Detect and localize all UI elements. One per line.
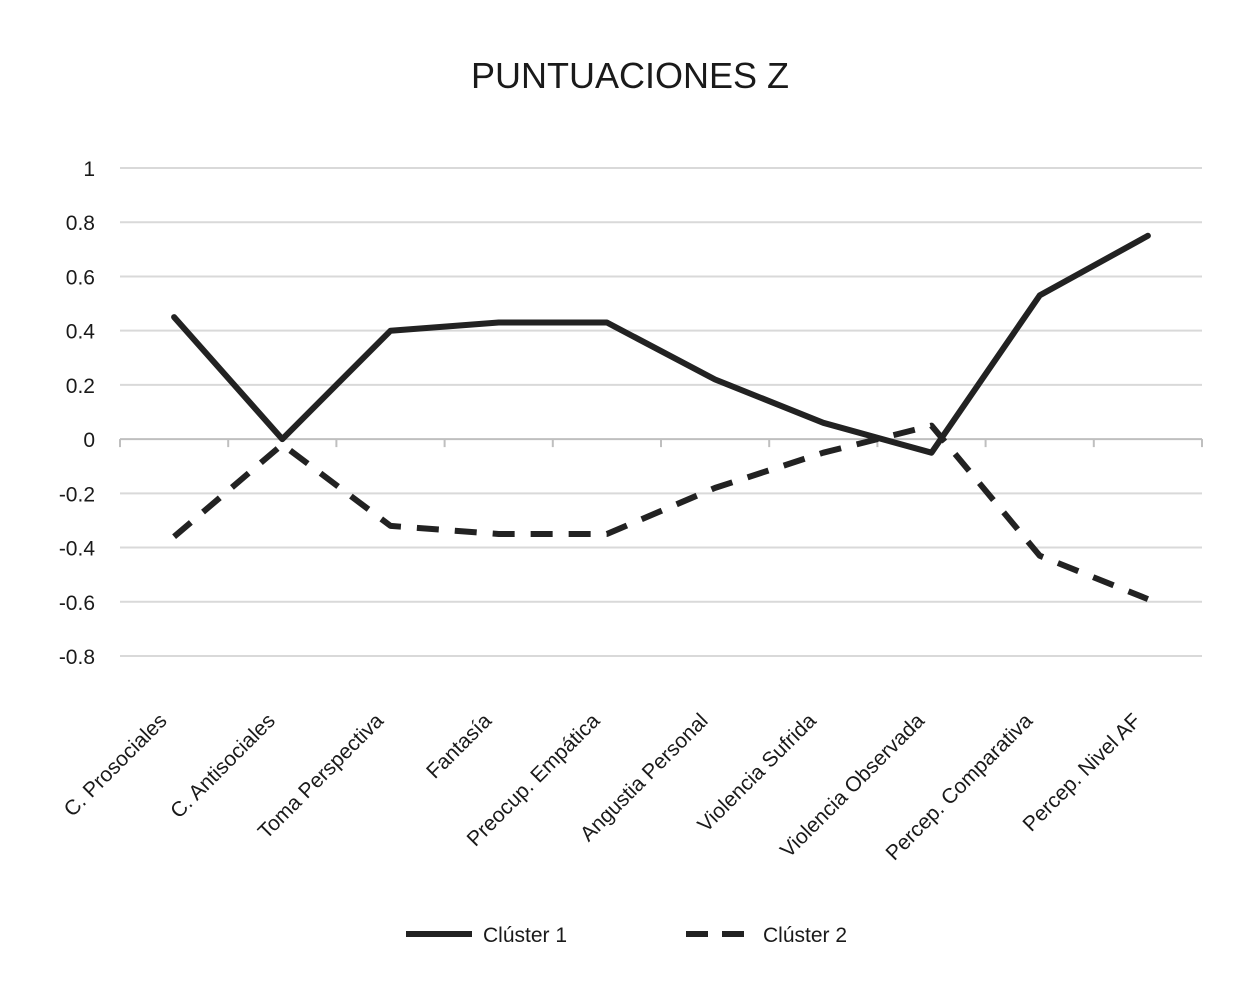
y-tick-label: 0 <box>83 429 95 452</box>
y-tick-label: -0.6 <box>59 592 95 615</box>
y-tick-label: 0.4 <box>66 321 96 344</box>
y-tick-label: -0.4 <box>59 538 96 561</box>
y-tick-label: 0.8 <box>66 212 95 235</box>
y-tick-label: 0.6 <box>66 266 95 289</box>
series-line-cluster-1 <box>171 232 1151 456</box>
y-tick-label: -0.8 <box>59 646 95 669</box>
y-tick-label: 0.2 <box>66 375 95 398</box>
x-category-label: C. Prosociales <box>60 709 172 821</box>
series-line-cluster-2 <box>172 422 1150 602</box>
gridlines <box>120 167 1202 657</box>
legend: Clúster 1 Clúster 2 <box>406 924 847 947</box>
x-axis <box>119 438 1203 448</box>
x-category-label: C. Antisociales <box>166 709 280 823</box>
x-category-label: Fantasía <box>422 709 496 783</box>
chart-title: PUNTUACIONES Z <box>471 55 789 96</box>
x-category-label: Violencia Sufrida <box>693 709 821 837</box>
y-axis-tick-labels: 1 0.8 0.6 0.4 0.2 0 -0.2 -0.4 -0.6 -0.8 <box>59 158 96 669</box>
y-tick-label: 1 <box>83 158 95 181</box>
x-category-label: Percep. Nivel AF <box>1019 709 1146 836</box>
legend-label-cluster-2: Clúster 2 <box>763 924 847 947</box>
y-tick-label: -0.2 <box>59 483 95 506</box>
legend-label-cluster-1: Clúster 1 <box>483 924 567 947</box>
series-lines <box>171 232 1151 602</box>
